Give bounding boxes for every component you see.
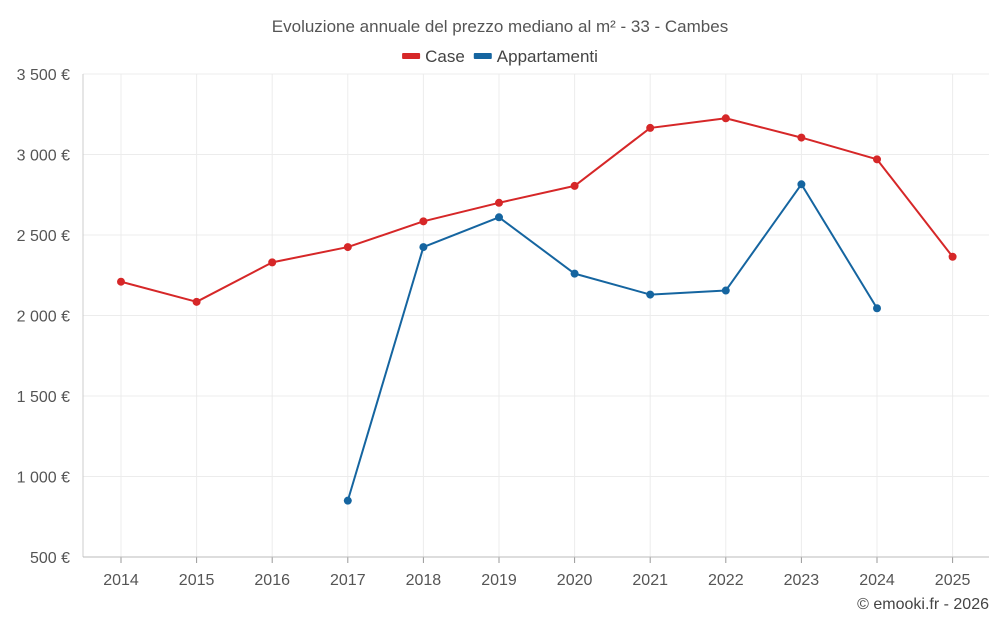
data-point-appartamenti[interactable] bbox=[419, 243, 428, 252]
data-point-case[interactable] bbox=[948, 252, 957, 261]
data-point-case[interactable] bbox=[873, 155, 881, 164]
series-case bbox=[117, 114, 957, 306]
x-tick-label: 2017 bbox=[330, 572, 366, 589]
data-point-case[interactable] bbox=[797, 133, 806, 142]
data-point-case[interactable] bbox=[721, 114, 730, 123]
y-tick-label: 2 000 € bbox=[17, 309, 70, 326]
legend-label-case: Case bbox=[425, 47, 465, 66]
y-tick-label: 2 500 € bbox=[17, 228, 70, 245]
credit-text: © emooki.fr - 2026 bbox=[857, 596, 989, 613]
data-point-appartamenti[interactable] bbox=[721, 286, 730, 295]
grid bbox=[83, 73, 989, 558]
legend-item-case[interactable]: Case bbox=[402, 47, 465, 66]
y-tick-label: 1 500 € bbox=[17, 389, 70, 406]
legend-item-appartamenti[interactable]: Appartamenti bbox=[473, 47, 598, 66]
x-tick-label: 2018 bbox=[406, 572, 442, 589]
x-axis: 2014 2015 2016 2017 2018 2019 2020 2021 2022 2023… bbox=[83, 556, 989, 589]
x-tick-label: 2021 bbox=[632, 572, 668, 589]
data-point-case[interactable] bbox=[343, 243, 352, 252]
series-line-appartamenti bbox=[346, 183, 878, 501]
data-point-case[interactable] bbox=[570, 181, 579, 190]
series-line-case bbox=[120, 117, 954, 303]
data-point-appartamenti[interactable] bbox=[646, 290, 655, 299]
y-axis: 500 € 1 000 € 1 500 € 2 000 € 2 500 € 3 000 €… bbox=[17, 67, 84, 567]
data-point-appartamenti[interactable] bbox=[873, 304, 881, 313]
data-point-case[interactable] bbox=[646, 123, 655, 132]
data-point-case[interactable] bbox=[117, 277, 125, 286]
legend: Case Appartamenti bbox=[402, 47, 598, 66]
x-tick-label: 2020 bbox=[557, 572, 593, 589]
data-point-case[interactable] bbox=[419, 217, 428, 226]
y-tick-label: 1 000 € bbox=[17, 470, 70, 487]
x-tick-label: 2016 bbox=[254, 572, 290, 589]
data-point-appartamenti[interactable] bbox=[797, 180, 806, 189]
y-tick-label: 500 € bbox=[30, 550, 70, 567]
data-point-appartamenti[interactable] bbox=[495, 213, 503, 222]
data-point-appartamenti[interactable] bbox=[343, 496, 352, 505]
plot-series bbox=[117, 114, 957, 505]
data-point-case[interactable] bbox=[192, 297, 201, 306]
x-tick-label: 2023 bbox=[784, 572, 820, 589]
legend-label-appartamenti: Appartamenti bbox=[497, 47, 598, 66]
y-tick-label: 3 000 € bbox=[17, 148, 70, 165]
series-appartamenti bbox=[343, 180, 881, 505]
data-point-case[interactable] bbox=[495, 198, 503, 207]
y-tick-label: 3 500 € bbox=[17, 67, 70, 84]
x-tick-label: 2025 bbox=[935, 572, 971, 589]
data-point-case[interactable] bbox=[268, 258, 277, 267]
chart-title: Evoluzione annuale del prezzo mediano al… bbox=[272, 17, 728, 36]
x-tick-label: 2022 bbox=[708, 572, 744, 589]
x-tick-label: 2014 bbox=[103, 572, 139, 589]
data-point-appartamenti[interactable] bbox=[570, 269, 579, 278]
legend-swatch-appartamenti bbox=[473, 53, 492, 59]
x-tick-label: 2024 bbox=[859, 572, 895, 589]
legend-swatch-case bbox=[402, 53, 421, 59]
x-tick-label: 2019 bbox=[481, 572, 517, 589]
x-tick-label: 2015 bbox=[179, 572, 215, 589]
